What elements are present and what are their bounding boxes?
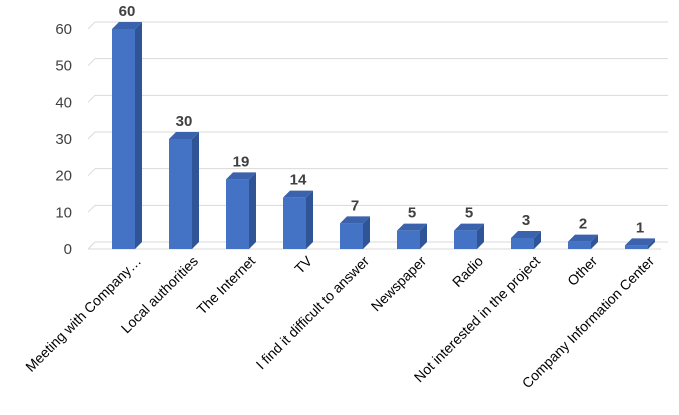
bar [568,234,598,249]
bar [625,238,655,249]
data-label: 1 [636,219,644,236]
data-label: 3 [522,212,530,229]
y-tick-label: 60 [55,21,72,38]
x-category-label: The Internet [193,253,258,318]
y-tick-label: 40 [55,94,72,111]
gridline-depth [87,204,96,213]
bar [340,216,370,249]
x-category-label: I find it difficult to answer [253,253,373,373]
data-labels: 60 30 19 14 7 5 5 3 2 1 [119,3,645,236]
bar [112,22,142,249]
gridline-depth [87,241,96,250]
gridline-depth [87,94,96,103]
data-label: 7 [351,197,359,214]
x-category-label: TV [291,252,315,276]
bar [169,132,199,249]
data-label: 14 [290,172,307,189]
bar [397,223,427,249]
bar [226,172,256,249]
data-label: 5 [408,205,416,222]
y-tick-label: 30 [55,131,72,148]
data-label: 19 [233,153,250,170]
y-tick-label: 50 [55,58,72,75]
x-axis-labels: Meeting with Company…Local authoritiesTh… [22,252,657,391]
bar [283,190,313,249]
gridline-depth [87,168,96,177]
bars [112,22,655,249]
data-label: 30 [176,113,193,130]
y-tick-label: 10 [55,204,72,221]
bar [454,223,484,249]
data-label: 5 [465,205,473,222]
bar [511,231,541,249]
y-tick-label: 0 [64,241,72,258]
x-category-label: Newspaper [368,253,430,315]
y-axis-ticks: 0 10 20 30 40 50 60 [55,21,72,258]
y-tick-label: 20 [55,168,72,185]
x-category-label: Other [564,253,600,289]
gridline-depth [87,58,96,67]
gridline-depth [87,131,96,140]
x-category-label: Meeting with Company… [22,253,144,375]
gridline-depth [87,21,96,30]
x-category-label: Radio [449,253,486,290]
data-label: 2 [579,216,587,233]
data-label: 60 [119,3,136,20]
